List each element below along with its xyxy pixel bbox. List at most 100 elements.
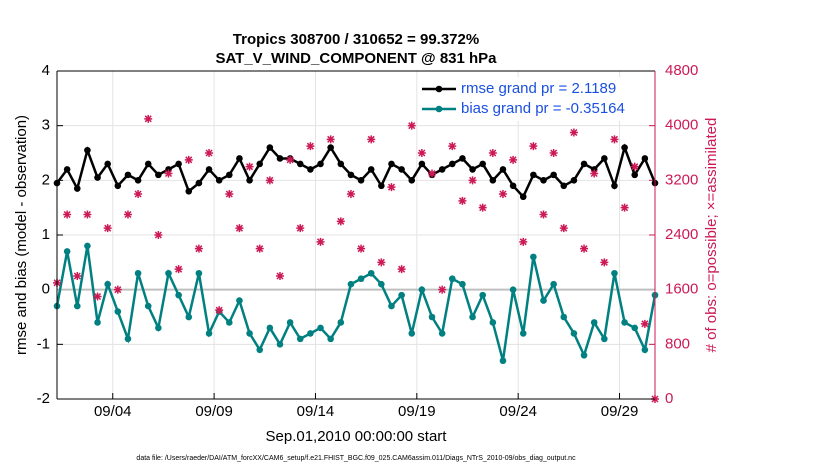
point (307, 166, 314, 173)
y-tick-label: 2 (42, 171, 50, 188)
point (631, 324, 639, 332)
obs-marker (306, 142, 315, 151)
point (378, 280, 385, 288)
point (347, 171, 355, 179)
point (388, 302, 395, 310)
obs-marker (205, 149, 214, 157)
point (317, 324, 324, 332)
series-line (55, 245, 657, 362)
point (175, 291, 182, 299)
point (459, 280, 466, 288)
y-tick-label: 1 (42, 226, 50, 243)
point (256, 346, 264, 354)
point (560, 182, 568, 190)
point (428, 313, 436, 321)
y2-tick-label: 800 (665, 335, 690, 352)
point (134, 177, 142, 184)
obs-marker (600, 258, 609, 267)
point (276, 155, 284, 162)
point (73, 302, 81, 310)
obs-marker (235, 224, 244, 233)
obs-marker (610, 135, 619, 144)
point (226, 319, 233, 326)
point (580, 160, 588, 168)
point (347, 280, 355, 288)
obs-marker (336, 217, 345, 226)
obs-marker (245, 162, 254, 171)
obs-marker (417, 149, 426, 157)
obs-marker (438, 285, 447, 294)
x-tick-label: 09/09 (195, 403, 233, 420)
y-axis-label: rmse and bias (model - observation) (13, 115, 30, 355)
point (438, 330, 446, 337)
point (438, 166, 446, 173)
point (114, 182, 122, 190)
obs-marker (215, 306, 224, 315)
obs-marker (630, 162, 639, 171)
point (530, 171, 537, 179)
y2-tick-label: 3200 (665, 171, 698, 188)
obs-marker (559, 224, 568, 233)
obs-marker (488, 149, 497, 157)
point (185, 313, 193, 321)
point (296, 335, 304, 343)
obs-marker (174, 265, 183, 274)
point (236, 155, 243, 162)
point (621, 144, 628, 151)
point (175, 160, 182, 168)
y-tick-label: -1 (37, 335, 50, 352)
point (246, 330, 253, 337)
obs-marker (275, 272, 284, 280)
obs-marker (154, 231, 163, 239)
point (84, 242, 91, 250)
point (104, 160, 111, 168)
obs-marker (296, 224, 305, 233)
obs-marker (265, 176, 274, 185)
obs-marker (326, 135, 335, 144)
point (611, 182, 618, 190)
point (114, 308, 122, 315)
point (205, 166, 213, 173)
point (418, 160, 426, 168)
obs-marker (640, 319, 649, 328)
obs-marker (458, 196, 467, 205)
point (337, 319, 345, 326)
point (286, 319, 294, 326)
obs-marker (539, 210, 548, 219)
point (367, 269, 375, 277)
point (317, 160, 324, 168)
point (530, 253, 537, 261)
point (226, 171, 233, 179)
point (205, 330, 213, 337)
point (479, 160, 486, 168)
point (155, 171, 162, 179)
obs-marker (580, 244, 589, 253)
y2-tick-label: 1600 (665, 281, 698, 298)
point (256, 160, 264, 168)
obs-marker (255, 244, 264, 253)
obs-marker (590, 169, 599, 178)
point (296, 160, 304, 168)
obs-marker (377, 258, 386, 267)
obs-marker (519, 237, 528, 246)
point (550, 171, 557, 179)
point (448, 160, 456, 168)
x-axis-label: Sep.01,2010 00:00:00 start (266, 428, 448, 445)
y-tick-label: 3 (42, 117, 50, 134)
x-tick-label: 09/14 (297, 403, 335, 420)
x-tick-label: 09/29 (601, 403, 639, 420)
obs-marker (620, 203, 629, 212)
obs-marker (144, 114, 153, 123)
obs-marker (569, 128, 578, 137)
point (63, 248, 71, 255)
obs-marker (387, 183, 396, 192)
point (73, 185, 81, 192)
y2-tick-label: 4000 (665, 117, 698, 134)
point (601, 335, 608, 343)
x-tick-label: 09/04 (94, 403, 132, 420)
x-tick-label: 09/19 (398, 403, 436, 420)
point (124, 171, 132, 179)
y-tick-label: 4 (42, 62, 50, 79)
obs-marker (73, 272, 82, 280)
point (580, 351, 588, 359)
